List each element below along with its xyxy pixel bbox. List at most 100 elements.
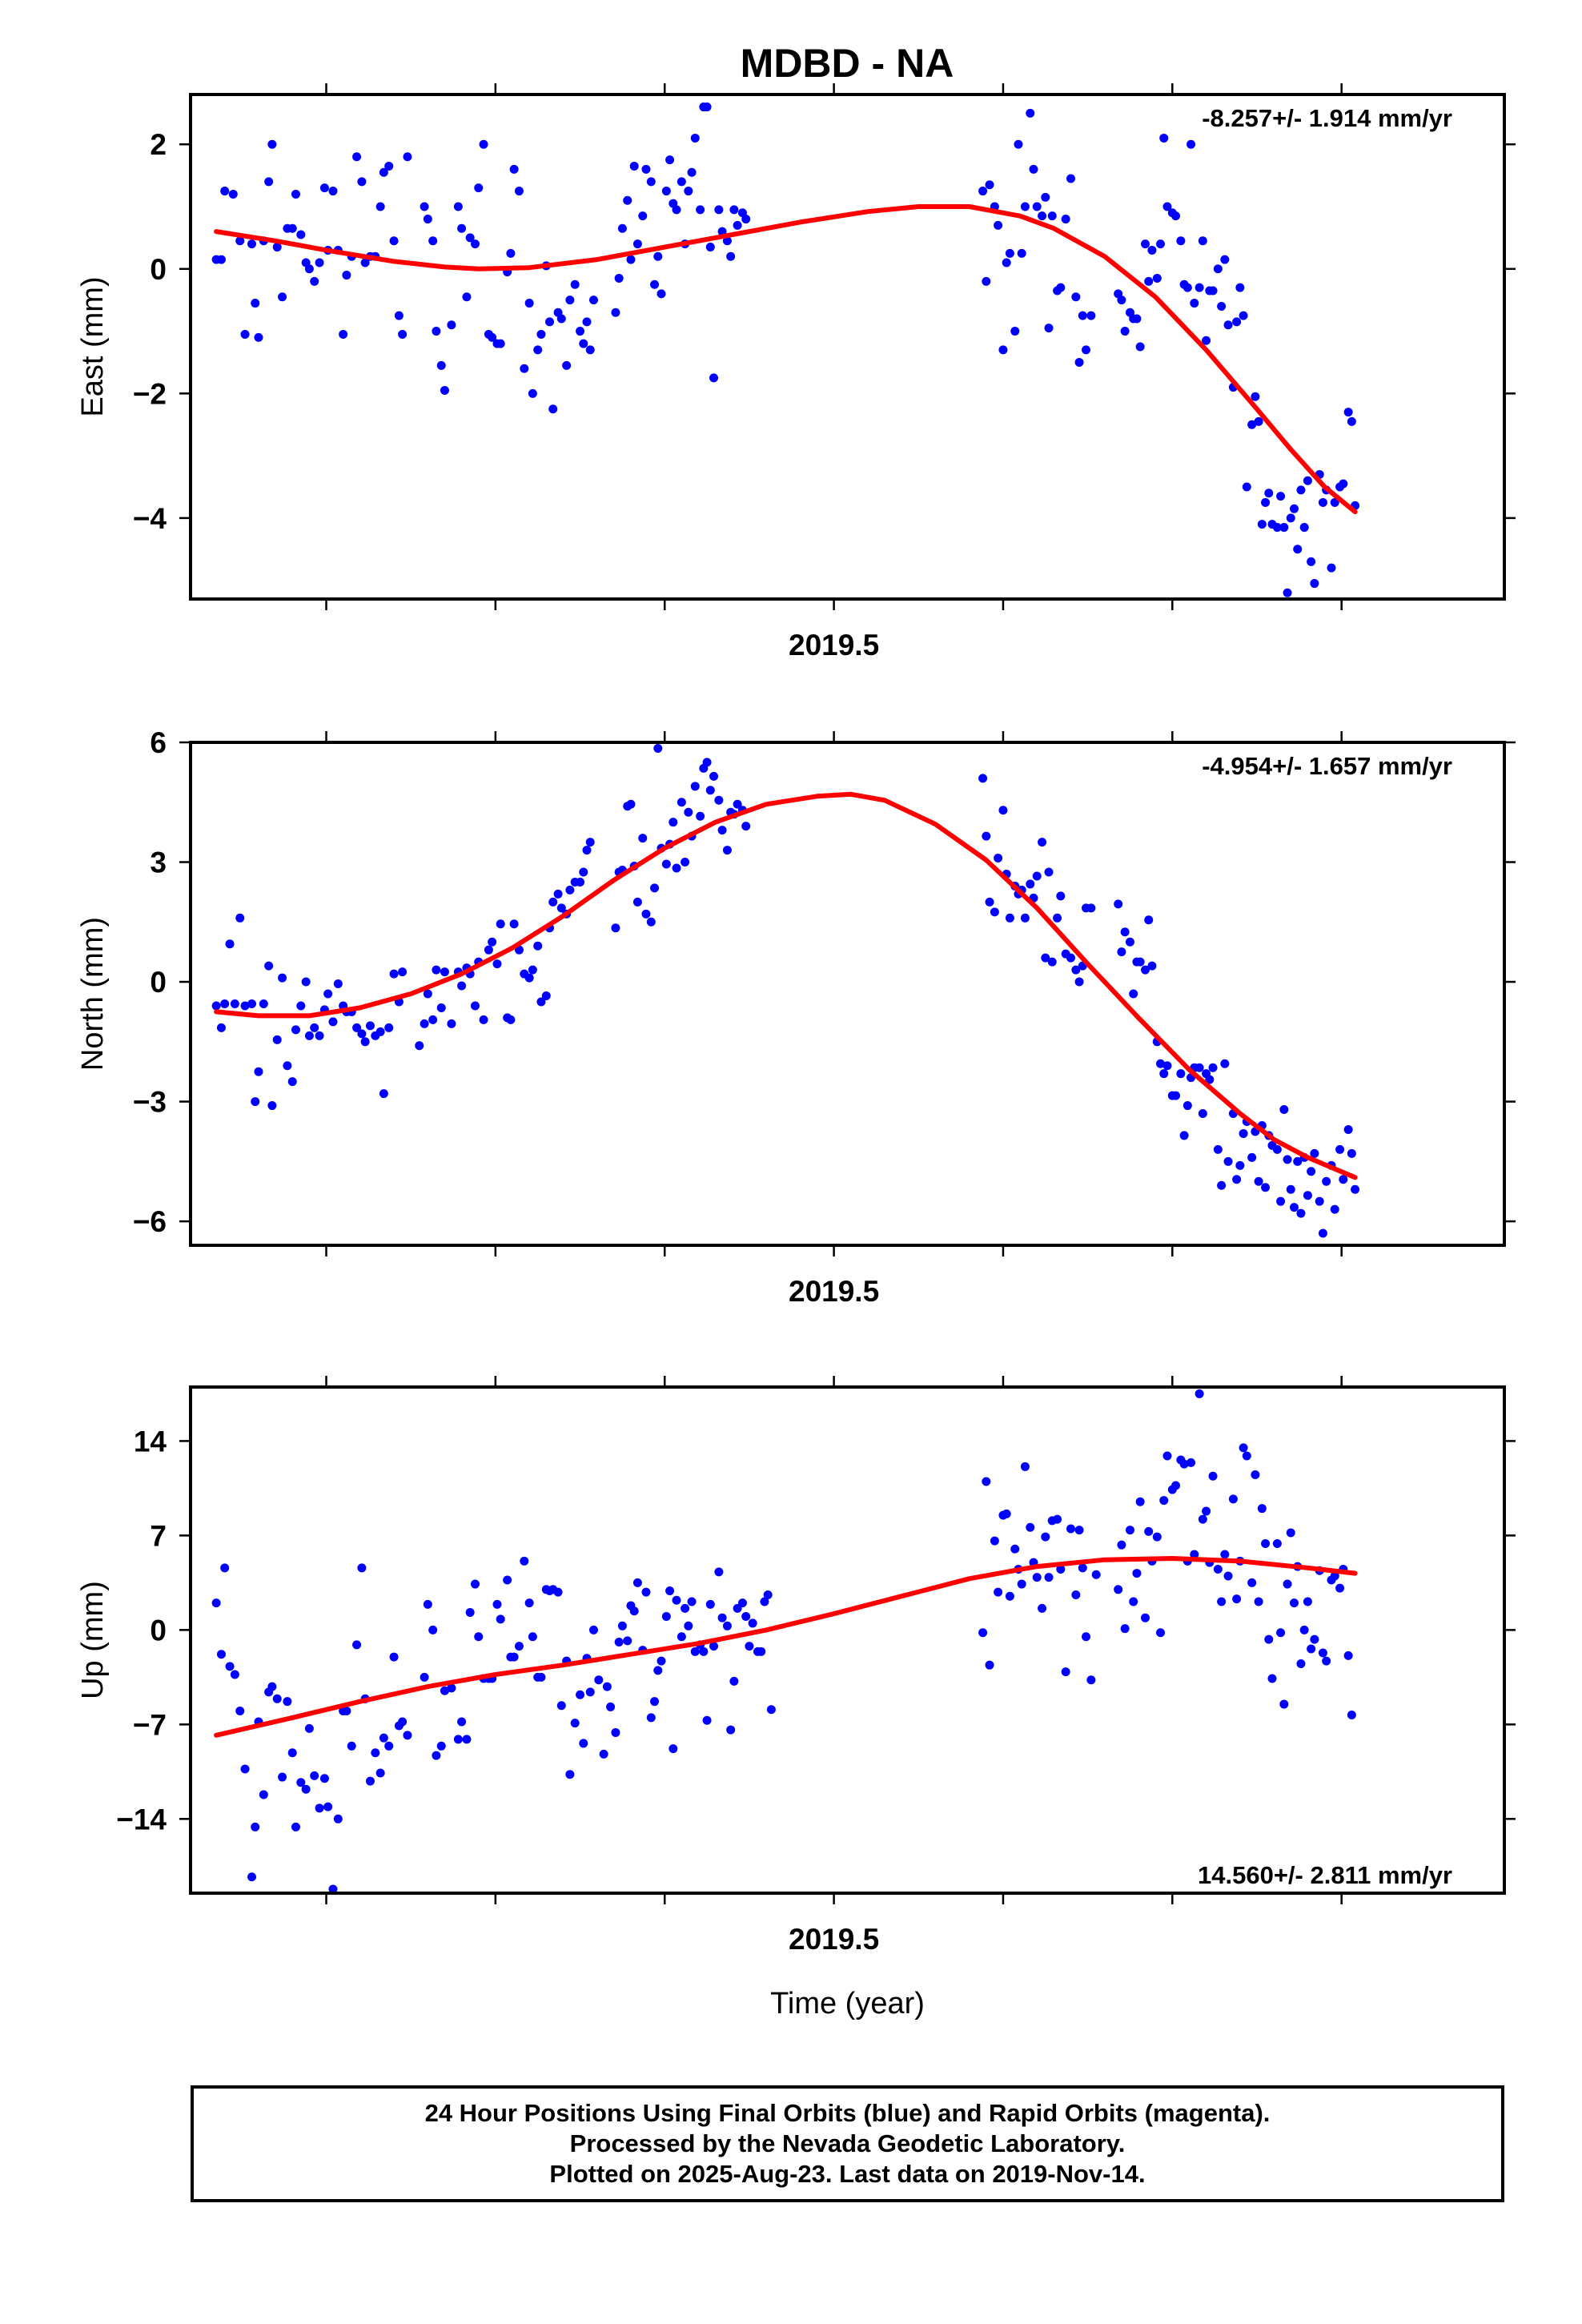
data-point [1162, 1061, 1172, 1071]
data-point [1279, 1699, 1289, 1709]
figure-title: MDBD - NA [741, 41, 954, 86]
data-point [656, 289, 666, 299]
data-point [440, 1686, 449, 1695]
data-point [1152, 1532, 1162, 1542]
data-point [1082, 345, 1091, 355]
data-point [1002, 258, 1011, 267]
data-point [1208, 1471, 1218, 1481]
data-point [661, 187, 671, 196]
data-point [582, 846, 592, 855]
y-tick-label: −2 [133, 377, 167, 410]
data-point [1074, 1526, 1084, 1535]
data-point [1264, 1634, 1274, 1644]
data-point [757, 1647, 766, 1656]
data-point [389, 969, 399, 979]
data-point [1208, 286, 1218, 296]
data-point [626, 255, 636, 264]
data-point [211, 1001, 221, 1011]
data-point [304, 264, 314, 274]
data-point [1176, 236, 1186, 246]
data-point [1005, 1591, 1014, 1601]
data-point [315, 1803, 324, 1813]
data-point [653, 1666, 663, 1675]
data-point [496, 919, 505, 929]
data-point [428, 1625, 438, 1634]
data-point [503, 1575, 512, 1585]
data-point [436, 1003, 446, 1012]
data-point [1303, 1191, 1312, 1200]
data-point [264, 177, 274, 187]
data-point [333, 1814, 343, 1823]
data-point [1202, 1506, 1211, 1516]
data-point [278, 973, 287, 983]
data-point [1272, 523, 1282, 533]
y-tick-label: 6 [150, 726, 167, 759]
data-point [672, 1595, 681, 1605]
data-point [1318, 1648, 1327, 1658]
data-point [272, 243, 282, 252]
data-point [283, 1697, 292, 1707]
data-point [1303, 1597, 1312, 1606]
data-point [741, 822, 751, 831]
data-point [1159, 1069, 1169, 1079]
data-point [1310, 579, 1319, 589]
data-point [492, 1599, 502, 1609]
data-point [389, 236, 399, 246]
data-point [496, 1614, 505, 1624]
data-point [1162, 202, 1172, 211]
data-point [1061, 1667, 1070, 1677]
data-point [978, 1628, 988, 1638]
data-point [304, 1031, 314, 1040]
data-point [474, 1632, 484, 1642]
data-point [650, 1697, 660, 1707]
data-point [1066, 1524, 1075, 1534]
data-point [1147, 961, 1157, 971]
data-point [1286, 513, 1295, 523]
data-point [994, 1587, 1003, 1597]
data-point [1044, 1573, 1054, 1582]
data-point [1117, 296, 1126, 305]
data-point [1339, 1175, 1348, 1184]
data-point [684, 187, 693, 196]
data-point [492, 959, 502, 969]
data-point [1235, 1160, 1245, 1170]
data-point [447, 1019, 456, 1028]
data-point [254, 332, 263, 342]
data-point [661, 859, 671, 869]
data-point [570, 1719, 580, 1728]
data-point [220, 999, 230, 1008]
data-point [623, 1636, 632, 1646]
data-point [565, 1770, 575, 1779]
plot-area [211, 1389, 1358, 1893]
data-point [588, 1625, 598, 1634]
data-point [1017, 1579, 1026, 1589]
data-point [1156, 1628, 1166, 1638]
data-point [1071, 292, 1081, 302]
data-point [254, 1067, 263, 1076]
data-point [524, 299, 534, 308]
data-point [436, 360, 446, 370]
data-point [230, 1670, 239, 1679]
data-point [1289, 1203, 1299, 1212]
y-axis-label: North (mm) [76, 917, 110, 1071]
data-point [709, 1642, 719, 1651]
data-point [1330, 497, 1339, 507]
data-point [420, 1672, 429, 1682]
data-point [291, 1822, 300, 1831]
data-point [278, 1772, 287, 1782]
data-point [1066, 174, 1075, 183]
data-point [1120, 927, 1130, 937]
data-point [357, 177, 367, 187]
data-point [1032, 871, 1042, 881]
data-point [1242, 1451, 1251, 1461]
data-point [745, 1642, 754, 1651]
data-point [1159, 1496, 1169, 1506]
data-point [579, 339, 588, 348]
data-point [641, 164, 651, 174]
data-point [296, 230, 306, 239]
data-point [1347, 416, 1356, 426]
data-point [677, 798, 686, 807]
data-point [423, 215, 432, 224]
data-point [1220, 1550, 1230, 1559]
data-point [240, 1764, 250, 1774]
